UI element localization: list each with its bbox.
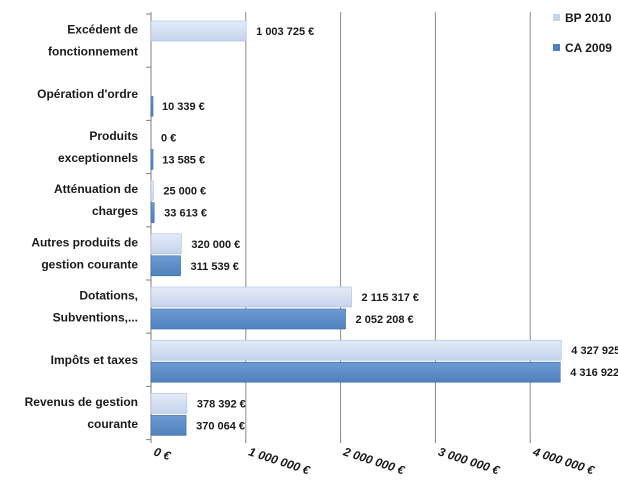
legend-label: BP 2010 xyxy=(565,11,612,25)
category-label: courante xyxy=(87,417,138,431)
data-label: 0 € xyxy=(161,132,176,144)
x-tick-label: 1 000 000 € xyxy=(247,445,313,478)
legend-swatch xyxy=(553,14,560,21)
bar-ca2009[interactable] xyxy=(150,361,561,383)
data-label: 4 327 925 € xyxy=(571,345,618,357)
data-label: 370 064 € xyxy=(196,420,245,432)
bar-ca2009[interactable] xyxy=(150,95,154,117)
data-label: 320 000 € xyxy=(191,239,240,251)
bar-ca2009[interactable] xyxy=(150,308,346,330)
category-label: Impôts et taxes xyxy=(51,353,139,367)
data-label: 378 392 € xyxy=(197,398,246,410)
x-tick-label: 2 000 000 € xyxy=(341,444,408,478)
bar-bp2010[interactable] xyxy=(150,286,352,308)
data-label: 4 316 922 € xyxy=(570,367,618,379)
category-label: Autres produits de xyxy=(31,235,138,249)
x-tick-label: 0 € xyxy=(152,445,173,464)
data-label: 33 613 € xyxy=(164,208,207,220)
category-label: Dotations, xyxy=(79,289,138,303)
category-label: gestion courante xyxy=(41,257,138,271)
category-label: Excédent de xyxy=(67,23,138,37)
category-label: Subventions,... xyxy=(53,311,138,325)
data-label: 13 585 € xyxy=(162,154,205,166)
data-label: 25 000 € xyxy=(163,186,206,198)
data-label: 10 339 € xyxy=(162,101,205,113)
legend-swatch xyxy=(553,44,560,51)
bar-bp2010[interactable] xyxy=(150,20,247,42)
category-label: Produits xyxy=(89,129,138,143)
bar-bp2010[interactable] xyxy=(150,233,182,255)
legend-label: CA 2009 xyxy=(565,41,612,55)
data-label: 2 115 317 € xyxy=(362,292,420,304)
bar-ca2009[interactable] xyxy=(150,149,154,170)
x-tick-label: 3 000 000 € xyxy=(436,445,502,478)
category-label: Revenus de gestion xyxy=(25,395,138,409)
bar-ca2009[interactable] xyxy=(150,202,155,223)
category-label: Opération d'ordre xyxy=(37,87,138,101)
category-label: charges xyxy=(92,204,138,218)
category-label: exceptionnels xyxy=(58,151,138,165)
bar-ca2009[interactable] xyxy=(150,415,187,436)
bar-bp2010[interactable] xyxy=(150,339,562,361)
data-label: 311 539 € xyxy=(191,261,239,273)
data-label: 2 052 208 € xyxy=(356,314,414,326)
bar-bp2010[interactable] xyxy=(150,393,188,414)
data-label: 1 003 725 € xyxy=(256,26,314,38)
category-label: fonctionnement xyxy=(48,45,138,59)
category-label: Atténuation de xyxy=(54,182,138,196)
bar-bp2010[interactable] xyxy=(150,180,154,201)
x-tick-label: 4 000 000 € xyxy=(530,444,597,478)
bar-ca2009[interactable] xyxy=(150,255,181,277)
